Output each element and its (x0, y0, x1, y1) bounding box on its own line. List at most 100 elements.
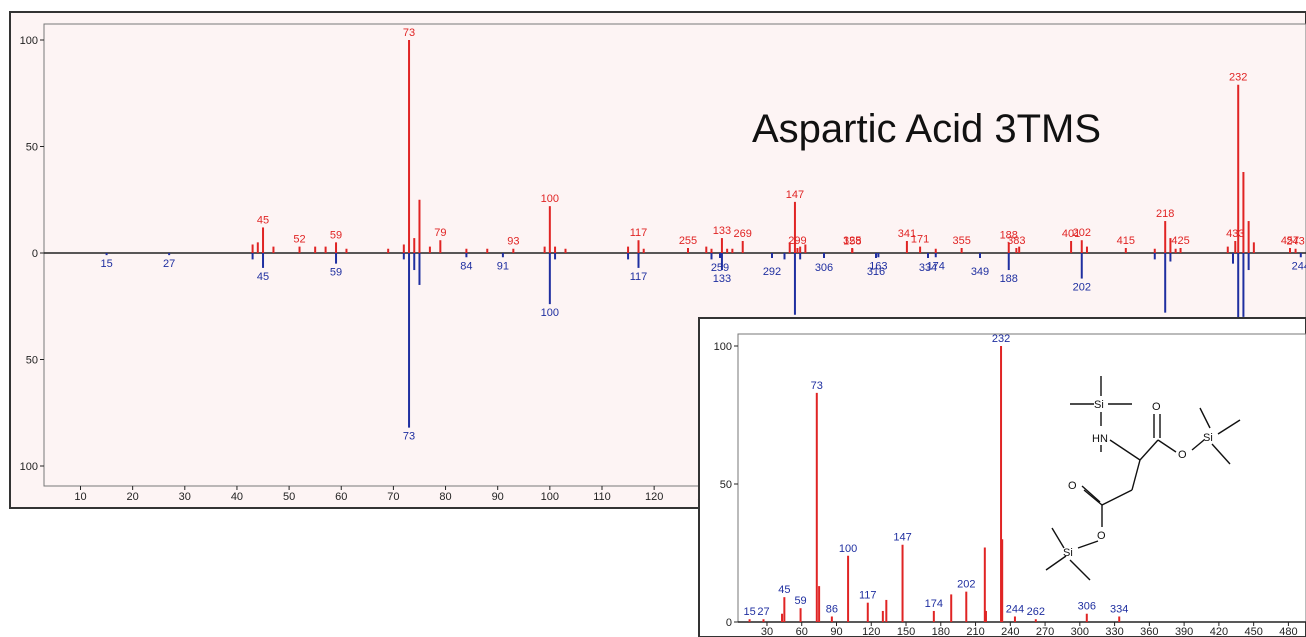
sample-peak-label-overflow: 415 (1117, 235, 1135, 247)
y-tick-label: 0 (32, 248, 38, 260)
sample-peak-label: 133 (713, 225, 731, 237)
x-tick-label: 60 (335, 491, 347, 503)
inset-peak-label: 202 (957, 579, 975, 591)
x-tick-label: 10 (74, 491, 86, 503)
x-tick-label: 100 (541, 491, 559, 503)
sample-peak-label-overflow: 425 (1171, 235, 1189, 247)
library-peak-label: 91 (497, 260, 509, 272)
sample-peak-label-overflow: 325 (843, 235, 861, 247)
sample-peak-label-overflow: 255 (679, 235, 697, 247)
atom-o-carbonyl-top: O (1152, 401, 1161, 413)
sample-peak-label-overflow: 401 (1062, 228, 1080, 240)
inset-y-tick-label: 0 (726, 617, 732, 629)
atom-si-bottom: Si (1063, 547, 1073, 559)
inset-peak-label: 117 (859, 590, 877, 602)
inset-peak-label: 15 (743, 606, 755, 618)
sample-peak-label: 232 (1229, 72, 1247, 84)
atom-o-carbonyl-bottom: O (1068, 480, 1077, 492)
y-tick-label: 100 (20, 461, 38, 473)
library-peak-label: 27 (163, 258, 175, 270)
sample-peak-label-overflow: 383 (1007, 235, 1025, 247)
inset-x-tick-label: 390 (1175, 626, 1193, 637)
sample-peak-label: 171 (911, 234, 929, 246)
inset-peak-label: 147 (893, 532, 911, 544)
library-peak-label-overflow: 349 (971, 266, 989, 278)
library-peak-label-overflow: 316 (867, 266, 885, 278)
x-tick-label: 40 (231, 491, 243, 503)
inset-peak-label: 174 (925, 598, 943, 610)
inset-x-tick-label: 420 (1210, 626, 1228, 637)
x-tick-label: 80 (439, 491, 451, 503)
inset-peak-label: 59 (794, 595, 806, 607)
chart-title: Aspartic Acid 3TMS (752, 107, 1101, 151)
sample-peak-label-overflow: 433 (1226, 228, 1244, 240)
inset-peak-label: 306 (1078, 601, 1096, 613)
sample-peak-label: 218 (1156, 208, 1174, 220)
x-tick-label: 110 (593, 491, 611, 503)
inset-y-tick-label: 50 (720, 479, 732, 491)
inset-x-tick-label: 150 (897, 626, 915, 637)
sample-peak-label-overflow: 355 (952, 235, 970, 247)
inset-x-tick-label: 480 (1279, 626, 1297, 637)
sample-peak-label: 100 (541, 193, 559, 205)
sample-peak-label: 117 (630, 227, 648, 239)
inset-axes: 100 50 0 30 60 90 120 150 180 210 240 270 300 330 360 3… (714, 341, 1306, 637)
inset-peak-label: 334 (1110, 603, 1128, 615)
library-peak-label-overflow: 292 (763, 266, 781, 278)
atom-o-ester-bottom: O (1097, 530, 1106, 542)
sample-peak-label: 45 (257, 214, 269, 226)
inset-peak-label: 244 (1006, 603, 1024, 615)
inset-peak-label: 86 (826, 603, 838, 615)
sample-peak-label: 52 (293, 234, 305, 246)
library-peak-label: 188 (1000, 273, 1018, 285)
library-peak-label-overflow: 306 (815, 262, 833, 274)
inset-x-tick-label: 210 (966, 626, 984, 637)
inset-peak-label: 45 (778, 584, 790, 596)
main-bars (105, 40, 1302, 466)
sample-peak-label: 93 (507, 236, 519, 248)
inset-peak-label: 27 (757, 606, 769, 618)
library-peak-label: 174 (927, 260, 945, 272)
inset-x-tick-label: 330 (1105, 626, 1123, 637)
atom-si-top: Si (1094, 399, 1104, 411)
library-peak-label: 45 (257, 271, 269, 283)
inset-x-tick-label: 30 (761, 626, 773, 637)
library-peak-label: 244 (1292, 260, 1306, 272)
library-peak-label: 73 (403, 431, 415, 443)
inset-plot-area (737, 333, 1306, 623)
sample-peak-label: 79 (434, 227, 446, 239)
sample-peak-label: 147 (786, 189, 804, 201)
inset-x-tick-label: 300 (1071, 626, 1089, 637)
y-tick-label: 50 (26, 142, 38, 154)
library-peak-label: 202 (1073, 282, 1091, 294)
inset-x-tick-label: 360 (1140, 626, 1158, 637)
y-tick-label: 100 (20, 35, 38, 47)
atom-si-right: Si (1203, 432, 1213, 444)
inset-x-tick-label: 60 (796, 626, 808, 637)
x-tick-label: 30 (179, 491, 191, 503)
inset-y-tick-label: 100 (714, 341, 732, 353)
y-tick-label: 50 (26, 355, 38, 367)
library-peak-label: 163 (869, 260, 887, 272)
sample-peak-label-overflow: 341 (898, 228, 916, 240)
library-peak-label: 117 (630, 271, 648, 283)
inset-x-tick-label: 450 (1244, 626, 1262, 637)
x-tick-label: 70 (387, 491, 399, 503)
sample-peak-label: 202 (1073, 227, 1091, 239)
atom-o-ester-top: O (1178, 449, 1187, 461)
sample-peak-label-overflow: 457 (1281, 235, 1299, 247)
inset-peak-labels: 15 27 45 59 73 86 100 117 147 174 202 232 244 262 306 3… (743, 333, 1128, 618)
sample-peak-label: 73 (403, 27, 415, 39)
chemical-structure (1045, 376, 1241, 581)
x-tick-label: 20 (127, 491, 139, 503)
library-peak-label: 59 (330, 267, 342, 279)
inset-bars (748, 346, 1121, 622)
library-peak-label-overflow: 259 (711, 262, 729, 274)
inset-peak-label: 232 (992, 333, 1010, 345)
library-peak-label: 15 (100, 258, 112, 270)
sample-peak-label-overflow: 269 (734, 228, 752, 240)
atom-hn: HN (1092, 433, 1108, 445)
inset-peak-label: 262 (1027, 606, 1045, 618)
structure-labels: Si HN O O O O Si Si (1063, 399, 1213, 559)
